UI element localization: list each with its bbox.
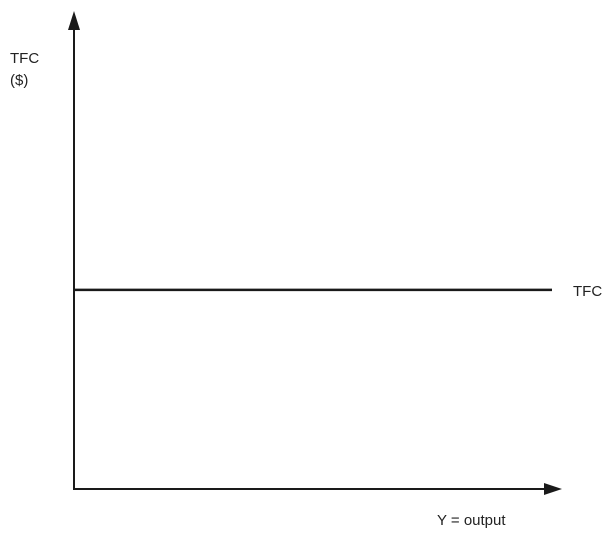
y-axis-arrowhead [68,11,80,30]
x-axis-arrowhead [544,483,562,495]
y-axis-label-line1: TFC [10,50,39,67]
tfc-series-label: TFC [573,283,602,300]
y-axis-label-line2: ($) [10,72,28,89]
x-axis-label: Y = output [437,512,506,529]
series-layer: TFC [74,283,602,300]
